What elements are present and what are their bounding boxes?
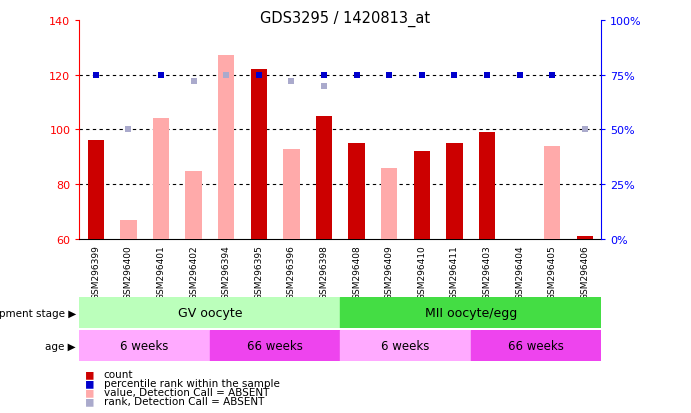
Bar bbox=[479, 133, 495, 240]
Point bbox=[547, 72, 558, 78]
Bar bbox=[544, 147, 560, 240]
Text: GSM296402: GSM296402 bbox=[189, 244, 198, 299]
Text: percentile rank within the sample: percentile rank within the sample bbox=[104, 378, 280, 388]
Bar bbox=[185, 171, 202, 240]
Bar bbox=[283, 149, 300, 240]
Point bbox=[514, 72, 525, 78]
Bar bbox=[251, 70, 267, 240]
Text: GSM296411: GSM296411 bbox=[450, 244, 459, 299]
Text: count: count bbox=[104, 369, 133, 379]
Text: GSM296404: GSM296404 bbox=[515, 244, 524, 299]
Point bbox=[416, 72, 427, 78]
Point bbox=[482, 72, 493, 78]
Text: age ▶: age ▶ bbox=[46, 341, 76, 351]
Point bbox=[579, 127, 590, 133]
Bar bbox=[316, 116, 332, 240]
Bar bbox=[340, 297, 601, 328]
Text: GSM296403: GSM296403 bbox=[482, 244, 491, 299]
Text: GSM296409: GSM296409 bbox=[385, 244, 394, 299]
Text: GSM296396: GSM296396 bbox=[287, 244, 296, 299]
Text: 6 weeks: 6 weeks bbox=[381, 339, 430, 352]
Text: GSM296408: GSM296408 bbox=[352, 244, 361, 299]
Point bbox=[188, 78, 199, 85]
Text: ■: ■ bbox=[86, 385, 94, 399]
Text: 66 weeks: 66 weeks bbox=[247, 339, 303, 352]
Bar bbox=[446, 144, 462, 240]
Point bbox=[155, 72, 167, 78]
Text: development stage ▶: development stage ▶ bbox=[0, 308, 76, 318]
Point bbox=[91, 72, 102, 78]
Bar bbox=[348, 144, 365, 240]
Text: ■: ■ bbox=[86, 394, 94, 408]
Point bbox=[286, 78, 297, 85]
Bar bbox=[218, 56, 234, 240]
Text: GDS3295 / 1420813_at: GDS3295 / 1420813_at bbox=[261, 10, 430, 26]
Text: GSM296394: GSM296394 bbox=[222, 244, 231, 299]
Text: GSM296398: GSM296398 bbox=[319, 244, 328, 299]
Text: value, Detection Call = ABSENT: value, Detection Call = ABSENT bbox=[104, 387, 269, 397]
Point bbox=[384, 72, 395, 78]
Text: GSM296400: GSM296400 bbox=[124, 244, 133, 299]
Bar bbox=[414, 152, 430, 240]
Text: ■: ■ bbox=[86, 367, 94, 380]
Text: GSM296405: GSM296405 bbox=[548, 244, 557, 299]
Text: GSM296401: GSM296401 bbox=[156, 244, 165, 299]
Text: GSM296410: GSM296410 bbox=[417, 244, 426, 299]
Bar bbox=[577, 237, 593, 240]
Point bbox=[123, 127, 134, 133]
Bar bbox=[153, 119, 169, 240]
Point bbox=[319, 72, 330, 78]
Bar bbox=[210, 330, 340, 361]
Point bbox=[220, 72, 231, 78]
Bar bbox=[340, 330, 471, 361]
Text: GSM296395: GSM296395 bbox=[254, 244, 263, 299]
Point bbox=[351, 72, 362, 78]
Text: GSM296406: GSM296406 bbox=[580, 244, 589, 299]
Text: ■: ■ bbox=[86, 376, 94, 389]
Bar bbox=[88, 141, 104, 240]
Text: 6 weeks: 6 weeks bbox=[120, 339, 169, 352]
Text: GV oocyte: GV oocyte bbox=[178, 306, 242, 319]
Point bbox=[254, 72, 265, 78]
Text: GSM296399: GSM296399 bbox=[91, 244, 100, 299]
Text: 66 weeks: 66 weeks bbox=[508, 339, 564, 352]
Text: MII oocyte/egg: MII oocyte/egg bbox=[424, 306, 517, 319]
Point bbox=[449, 72, 460, 78]
Bar bbox=[381, 169, 397, 240]
Bar bbox=[79, 330, 210, 361]
Text: rank, Detection Call = ABSENT: rank, Detection Call = ABSENT bbox=[104, 396, 264, 406]
Bar bbox=[79, 297, 340, 328]
Bar bbox=[120, 221, 137, 240]
Point bbox=[319, 83, 330, 90]
Bar bbox=[471, 330, 601, 361]
